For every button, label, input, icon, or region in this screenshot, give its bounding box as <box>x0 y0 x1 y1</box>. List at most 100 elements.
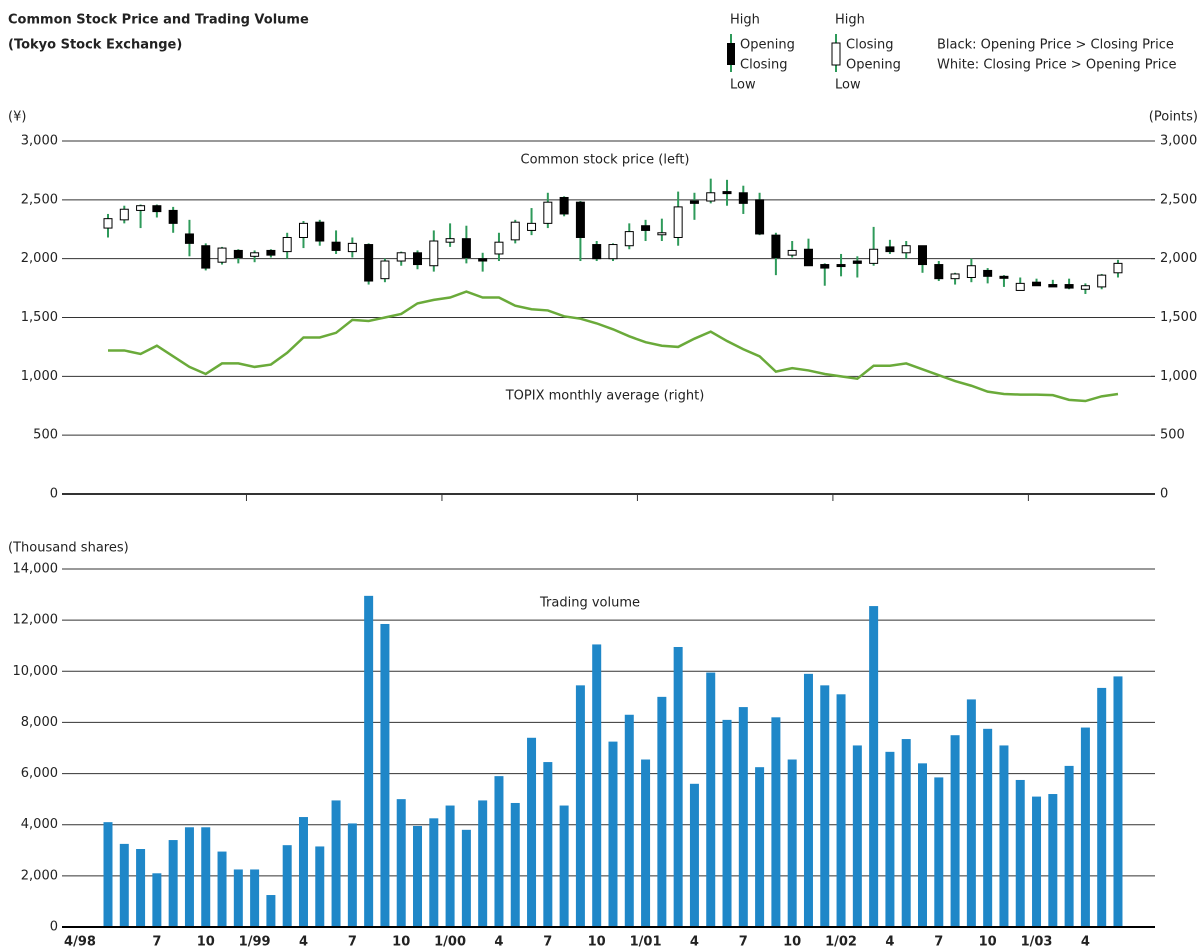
x-tick-label: 7 <box>934 935 943 950</box>
bar <box>820 685 830 927</box>
candle-body <box>869 248 879 264</box>
y2-tick-label: 1,500 <box>1160 310 1197 325</box>
bar <box>934 777 944 927</box>
bar <box>983 728 993 927</box>
candle-body <box>820 264 830 269</box>
candle-body <box>901 245 911 254</box>
bar <box>298 817 308 927</box>
y-tick-label: 6,000 <box>21 766 58 781</box>
y2-tick-label: 2,500 <box>1160 192 1197 207</box>
x-tick-label: 1/02 <box>825 935 857 950</box>
candle-body <box>266 249 276 256</box>
legend-text: Opening <box>846 58 901 73</box>
candle-body <box>575 201 585 238</box>
candle-body <box>478 258 488 262</box>
y-tick-label: 1,000 <box>21 369 58 384</box>
x-tick-label: 7 <box>739 935 748 950</box>
bar <box>168 840 178 927</box>
candle-body <box>315 221 325 242</box>
bar <box>901 739 911 927</box>
x-tick-label: 4 <box>299 935 308 950</box>
candle-body <box>233 249 243 258</box>
bar <box>527 737 537 927</box>
x-tick-label: 4/98 <box>64 935 96 950</box>
legend: High Opening Closing Low High Closing Op… <box>727 13 1177 93</box>
candle-body <box>217 247 227 263</box>
x-tick-label: 4 <box>690 935 699 950</box>
candle-body <box>119 208 129 221</box>
candle-body <box>755 199 765 235</box>
candle-body <box>787 249 797 256</box>
legend-text: Opening <box>740 38 795 53</box>
legend-text: Closing <box>740 58 788 73</box>
bar <box>706 672 716 927</box>
bar <box>250 869 260 927</box>
y2-tick-label: 1,000 <box>1160 369 1197 384</box>
candle-body <box>1113 262 1123 274</box>
legend-black-body <box>727 43 735 65</box>
candle-body <box>510 221 520 241</box>
candle-body <box>347 242 357 253</box>
bar <box>1032 796 1042 927</box>
candle-body <box>771 234 781 258</box>
candle-body <box>282 236 292 253</box>
candle-body <box>1064 284 1074 289</box>
bar <box>380 623 390 927</box>
bar <box>543 762 553 927</box>
legend-text: Low <box>730 78 756 93</box>
x-tick-label: 7 <box>543 935 552 950</box>
candle-body <box>1048 284 1058 288</box>
candle-body <box>152 205 162 213</box>
candle-body <box>1015 282 1025 291</box>
x-tick-label: 10 <box>588 935 606 950</box>
y2-tick-label: 3,000 <box>1160 134 1197 149</box>
bar <box>396 799 406 927</box>
candle-body <box>592 244 602 260</box>
bar <box>184 827 194 927</box>
candle-body <box>559 196 569 215</box>
bar <box>966 699 976 927</box>
candle-body <box>966 265 976 278</box>
bar <box>559 805 569 927</box>
bar <box>103 822 113 927</box>
x-tick-label: 10 <box>979 935 997 950</box>
candle-body <box>396 252 406 262</box>
legend-text: High <box>730 13 760 28</box>
candle-body <box>950 273 960 280</box>
y2-tick-label: 500 <box>1160 428 1185 443</box>
candle-body <box>803 248 813 267</box>
bar <box>673 646 683 927</box>
legend-white-body <box>831 42 841 66</box>
bar <box>282 845 292 927</box>
candle-body <box>201 245 211 269</box>
y-tick-label: 2,000 <box>21 251 58 266</box>
bar <box>364 595 374 927</box>
bar <box>445 805 455 927</box>
bar <box>347 823 357 927</box>
bar <box>738 707 748 927</box>
candle-body <box>331 241 341 251</box>
candle-body <box>1032 281 1042 287</box>
y-tick-label: 14,000 <box>13 562 59 577</box>
y2-tick-label: 0 <box>1160 487 1168 502</box>
candle-body <box>1080 285 1090 290</box>
candle-body <box>298 222 308 238</box>
candle-body <box>184 233 194 244</box>
legend-note: Black: Opening Price > Closing Price <box>937 38 1174 53</box>
y-tick-label: 2,500 <box>21 192 58 207</box>
bar <box>331 800 341 927</box>
bar <box>1015 779 1025 927</box>
bar <box>999 745 1009 927</box>
line-series <box>108 290 1119 403</box>
bar <box>201 827 211 927</box>
candle-body <box>494 241 504 255</box>
x-tick-label: 4 <box>885 935 894 950</box>
bar <box>1113 676 1123 927</box>
legend-text: Low <box>835 78 861 93</box>
bar <box>950 735 960 927</box>
bar <box>641 759 651 927</box>
candle-body <box>461 238 471 258</box>
candle-body <box>918 245 927 266</box>
bar <box>689 783 699 927</box>
bar <box>233 869 243 927</box>
